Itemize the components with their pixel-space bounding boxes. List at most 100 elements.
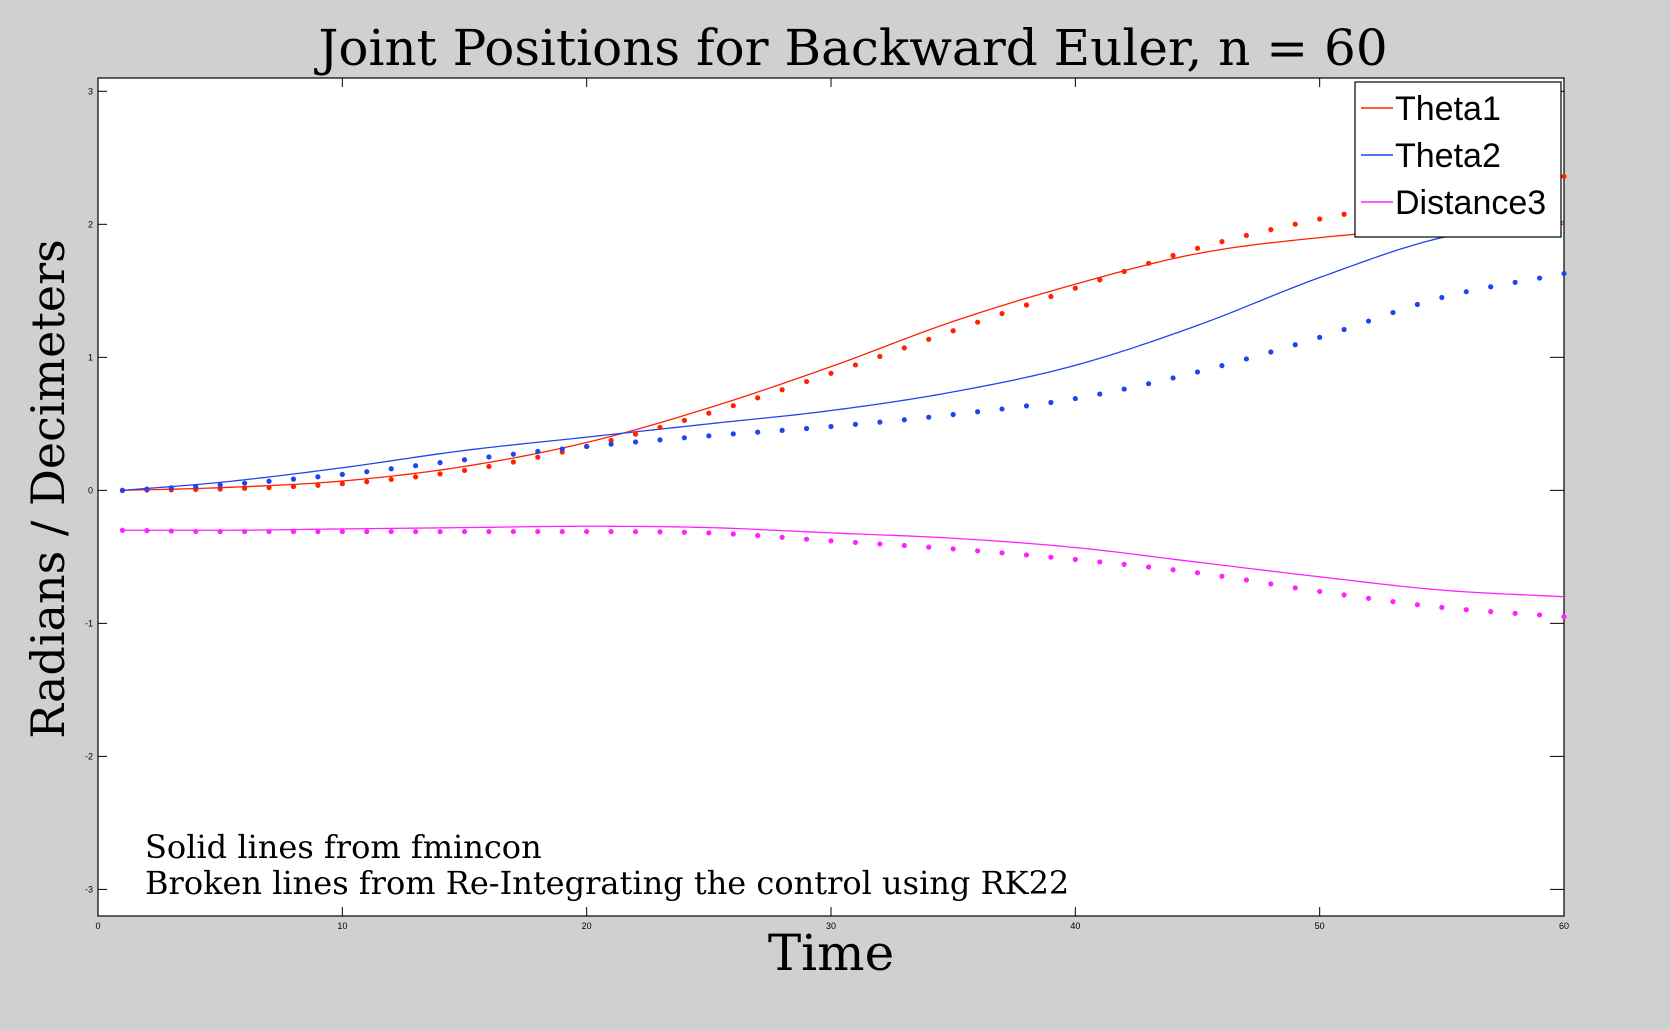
data-point <box>486 463 492 470</box>
data-point <box>779 427 785 433</box>
y-tick-label: -1 <box>85 618 93 628</box>
data-point <box>1439 604 1445 611</box>
series-points-distance3-rk22 <box>119 527 1567 620</box>
data-point <box>1121 268 1127 275</box>
series-points-theta2-rk22 <box>119 270 1567 493</box>
data-point <box>852 539 859 546</box>
y-tick-label: 0 <box>88 485 93 495</box>
data-point <box>461 457 468 463</box>
data-point <box>657 424 663 431</box>
data-point <box>1463 607 1469 613</box>
data-point <box>901 542 907 549</box>
data-point <box>1561 270 1567 277</box>
data-point <box>706 410 712 416</box>
data-point <box>1536 612 1543 618</box>
data-point <box>657 437 663 443</box>
data-point <box>486 528 492 535</box>
data-point <box>388 466 394 472</box>
data-point <box>535 448 541 455</box>
data-point <box>901 345 907 351</box>
data-point <box>828 370 834 376</box>
axis-ticks: 0 10 20 30 40 50 60 -3 -2 -1 0 1 2 3 <box>85 78 1569 931</box>
data-point <box>1023 302 1030 308</box>
data-point <box>1170 567 1176 573</box>
data-point <box>1121 386 1127 392</box>
data-point <box>999 550 1005 556</box>
data-point <box>681 417 688 424</box>
data-point <box>119 487 126 493</box>
data-point <box>144 528 150 534</box>
data-point <box>168 528 174 534</box>
data-point <box>1317 588 1323 595</box>
data-point <box>1341 592 1347 598</box>
x-tick-label: 60 <box>1559 921 1569 931</box>
data-point <box>1243 356 1249 362</box>
data-point <box>1219 573 1225 579</box>
data-point <box>926 544 932 550</box>
data-point <box>755 532 761 539</box>
x-tick-label: 20 <box>582 921 592 931</box>
data-point <box>975 409 981 415</box>
data-point <box>266 484 272 491</box>
data-point <box>1194 245 1201 251</box>
data-point <box>290 528 297 535</box>
data-point <box>828 423 834 430</box>
legend-label: Distance3 <box>1395 184 1546 222</box>
data-point <box>779 387 785 393</box>
x-axis-label: Time <box>768 924 894 982</box>
data-point <box>168 485 174 491</box>
data-point <box>413 463 419 469</box>
data-point <box>803 425 810 432</box>
data-point <box>559 446 565 452</box>
data-point <box>242 528 248 535</box>
data-point <box>413 474 419 480</box>
data-point <box>1292 585 1298 591</box>
y-tick-label: -2 <box>85 751 93 761</box>
data-point <box>119 527 126 533</box>
y-tick-label: -3 <box>85 884 93 894</box>
data-point <box>217 528 223 535</box>
data-point <box>681 435 688 441</box>
data-point <box>730 403 736 409</box>
data-point <box>1390 599 1396 605</box>
annotation-broken-lines: Broken lines from Re-Integrating the con… <box>145 864 1069 902</box>
data-point <box>315 528 321 535</box>
data-point <box>975 548 981 554</box>
legend-label: Theta1 <box>1395 90 1501 128</box>
data-point <box>559 528 565 535</box>
data-point <box>364 528 370 535</box>
data-point <box>1023 403 1030 409</box>
data-point <box>828 538 834 544</box>
data-point <box>1414 602 1420 608</box>
data-point <box>632 431 639 437</box>
data-point <box>1365 595 1372 601</box>
data-point <box>461 467 468 473</box>
data-point <box>486 454 492 460</box>
x-tick-label: 40 <box>1070 921 1080 931</box>
data-point <box>315 474 321 480</box>
data-point <box>193 528 199 535</box>
y-tick-label: 3 <box>88 86 93 96</box>
y-tick-label: 1 <box>88 352 93 362</box>
chart-title: Joint Positions for Backward Euler, n = … <box>313 19 1387 77</box>
data-point <box>755 395 761 401</box>
data-point <box>1219 239 1225 245</box>
data-point <box>1463 289 1469 295</box>
data-point <box>950 546 956 552</box>
data-point <box>266 528 272 535</box>
data-point <box>1390 309 1396 316</box>
data-point <box>217 486 223 492</box>
x-tick-label: 0 <box>95 921 100 931</box>
data-point <box>1512 610 1518 616</box>
data-point <box>1268 349 1274 355</box>
data-point <box>1097 559 1103 565</box>
y-axis-label: Radians / Decimeters <box>21 239 75 738</box>
series-line-distance3 <box>122 525 1565 598</box>
data-point <box>388 476 394 483</box>
data-point <box>339 528 345 535</box>
data-point <box>290 476 297 482</box>
data-point <box>437 460 443 466</box>
data-point <box>193 483 199 490</box>
data-point <box>364 479 370 485</box>
data-point <box>1365 318 1372 324</box>
